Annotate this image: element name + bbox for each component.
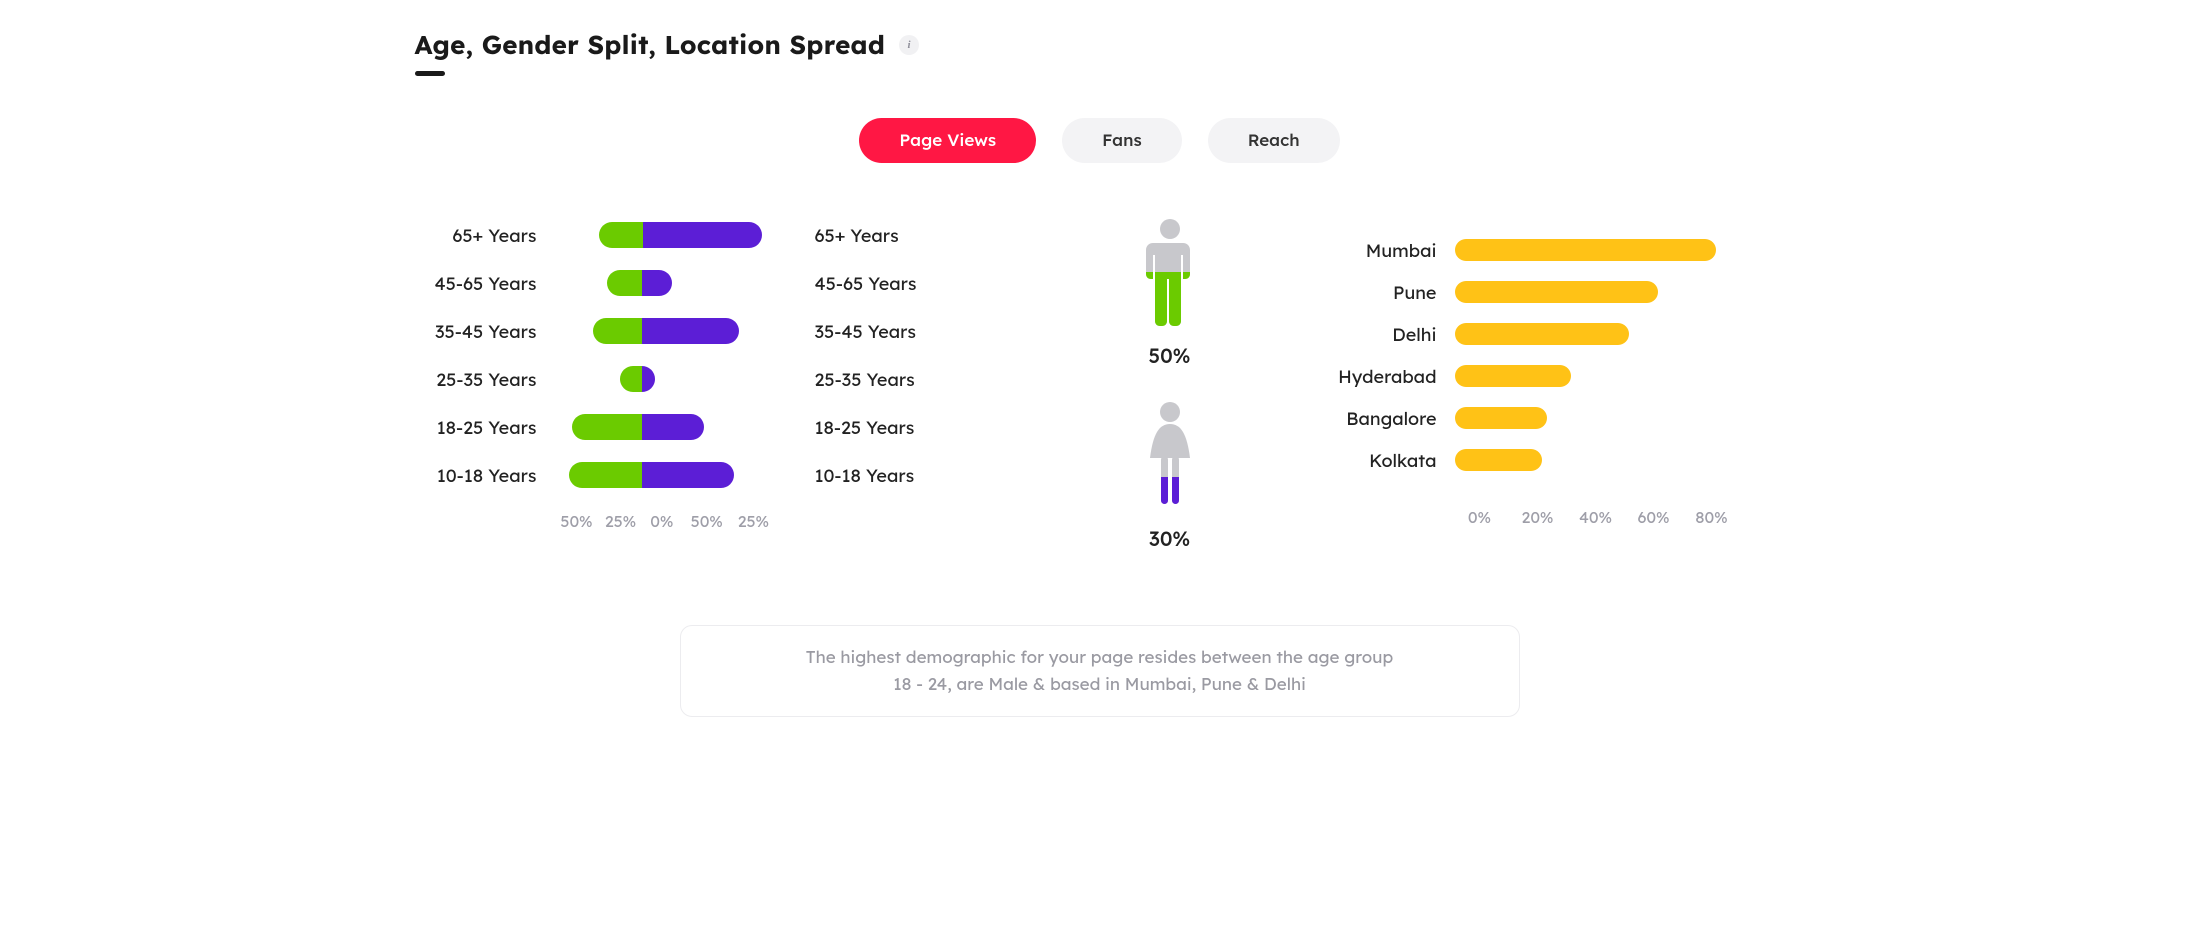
age-bar-female	[642, 318, 739, 344]
age-bar-male	[620, 366, 643, 392]
location-row: Pune	[1325, 271, 1785, 313]
tab-page-views[interactable]: Page Views	[859, 118, 1036, 163]
age-category-label: 10-18 Years	[415, 464, 555, 487]
age-category-label: 45-65 Years	[415, 272, 555, 295]
location-label: Hyderabad	[1325, 365, 1455, 388]
info-icon[interactable]: i	[899, 35, 919, 55]
location-chart-x-axis: 0%20%40%60%80%	[1325, 507, 1785, 527]
location-bar	[1455, 239, 1716, 261]
age-bar-female	[642, 462, 734, 488]
female-percentage: 30%	[1149, 526, 1190, 551]
age-label-secondary: 65+ Years	[815, 211, 1015, 259]
location-row: Kolkata	[1325, 439, 1785, 481]
tab-fans[interactable]: Fans	[1062, 118, 1182, 163]
metric-tabs: Page Views Fans Reach	[415, 118, 1785, 163]
age-row: 25-35 Years	[415, 355, 775, 403]
gender-split: 50% 30%	[1055, 211, 1285, 575]
title-underline	[415, 71, 445, 76]
location-bar	[1455, 407, 1548, 429]
panel-header: Age, Gender Split, Location Spread i	[415, 28, 1785, 61]
location-bar	[1455, 449, 1542, 471]
location-label: Mumbai	[1325, 239, 1455, 262]
age-bar-male	[599, 222, 643, 248]
age-gender-chart: 65+ Years 45-65 Years 35-45 Years 25-35 …	[415, 211, 775, 531]
age-category-label: 35-45 Years	[415, 320, 555, 343]
female-icon	[1139, 400, 1201, 510]
location-label: Kolkata	[1325, 449, 1455, 472]
age-bar-male	[572, 414, 642, 440]
age-labels-secondary: 65+ Years45-65 Years35-45 Years25-35 Yea…	[815, 211, 1015, 499]
age-row: 35-45 Years	[415, 307, 775, 355]
age-chart-x-axis: 50%25%0%50%25%	[415, 511, 775, 531]
age-label-secondary: 10-18 Years	[815, 451, 1015, 499]
age-label-secondary: 45-65 Years	[815, 259, 1015, 307]
location-row: Mumbai	[1325, 229, 1785, 271]
dashboard-panel: Age, Gender Split, Location Spread i Pag…	[367, 0, 1833, 749]
age-row: 65+ Years	[415, 211, 775, 259]
age-label-secondary: 25-35 Years	[815, 355, 1015, 403]
age-label-secondary: 35-45 Years	[815, 307, 1015, 355]
charts-grid: 65+ Years 45-65 Years 35-45 Years 25-35 …	[415, 187, 1785, 575]
male-percentage: 50%	[1149, 343, 1191, 368]
location-label: Bangalore	[1325, 407, 1455, 430]
age-category-label: 18-25 Years	[415, 416, 555, 439]
age-bar-male	[569, 462, 643, 488]
location-bar	[1455, 281, 1658, 303]
age-bar-female	[642, 414, 704, 440]
age-row: 45-65 Years	[415, 259, 775, 307]
age-row: 10-18 Years	[415, 451, 775, 499]
panel-title: Age, Gender Split, Location Spread	[415, 28, 886, 61]
location-row: Hyderabad	[1325, 355, 1785, 397]
age-bar-male	[607, 270, 642, 296]
location-chart: Mumbai Pune Delhi Hyderabad Bangalore Ko…	[1325, 211, 1785, 527]
age-bar-male	[593, 318, 642, 344]
age-category-label: 25-35 Years	[415, 368, 555, 391]
age-bar-female	[643, 222, 763, 248]
age-row: 18-25 Years	[415, 403, 775, 451]
summary-line-1: The highest demographic for your page re…	[806, 647, 1393, 668]
male-icon	[1139, 217, 1201, 327]
location-row: Bangalore	[1325, 397, 1785, 439]
age-bar-female	[642, 366, 654, 392]
insight-summary: The highest demographic for your page re…	[680, 625, 1520, 717]
summary-line-2: 18 - 24, are Male & based in Mumbai, Pun…	[893, 674, 1306, 695]
location-row: Delhi	[1325, 313, 1785, 355]
location-label: Delhi	[1325, 323, 1455, 346]
tab-reach[interactable]: Reach	[1208, 118, 1340, 163]
location-bar	[1455, 323, 1629, 345]
location-label: Pune	[1325, 281, 1455, 304]
age-label-secondary: 18-25 Years	[815, 403, 1015, 451]
age-category-label: 65+ Years	[415, 224, 555, 247]
age-bar-female	[642, 270, 672, 296]
location-bar	[1455, 365, 1571, 387]
